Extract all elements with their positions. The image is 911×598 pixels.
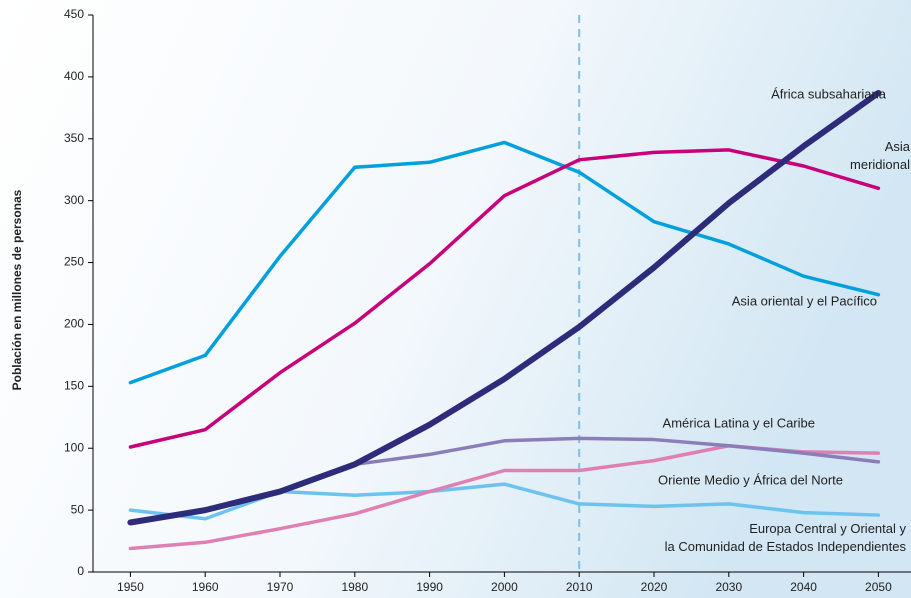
- y-tick-label: 350: [64, 131, 84, 145]
- x-tick-label: 2040: [790, 580, 817, 594]
- y-tick-label: 50: [71, 502, 85, 516]
- series-label-line: Asia: [885, 139, 911, 154]
- series-label-line: la Comunidad de Estados Independientes: [665, 539, 907, 554]
- series-label: África subsahariana: [771, 86, 887, 101]
- y-tick-label: 0: [77, 564, 84, 578]
- series-label-line: meridional: [850, 157, 910, 172]
- x-tick-label: 1970: [267, 580, 294, 594]
- y-tick-label: 400: [64, 69, 84, 83]
- x-tick-label: 2030: [715, 580, 742, 594]
- y-tick-label: 300: [64, 193, 84, 207]
- series-label: Europa Central y Oriental y la Comunidad …: [665, 521, 907, 554]
- x-tick-label: 1960: [192, 580, 219, 594]
- x-tick-label: 2000: [491, 580, 518, 594]
- series-label: Asia oriental y el Pacífico: [732, 293, 877, 308]
- series-line: [128, 140, 881, 385]
- series-line: [128, 148, 881, 449]
- x-tick-label: 2050: [865, 580, 892, 594]
- x-tick-label: 2010: [566, 580, 593, 594]
- series-label: Asia meridional: [850, 139, 911, 172]
- x-tick-label: 1990: [416, 580, 443, 594]
- y-tick-label: 450: [64, 7, 84, 21]
- y-tick-label: 150: [64, 379, 84, 393]
- series-label: América Latina y el Caribe: [663, 415, 815, 430]
- x-tick-label: 2020: [641, 580, 668, 594]
- series-line: [127, 89, 882, 526]
- y-tick-label: 250: [64, 255, 84, 269]
- series-label: Oriente Medio y África del Norte: [658, 472, 843, 487]
- y-axis-label: Población en millones de personas: [10, 189, 24, 390]
- y-tick-label: 100: [64, 440, 84, 454]
- x-tick-label: 1980: [341, 580, 368, 594]
- x-tick-label: 1950: [117, 580, 144, 594]
- y-tick-label: 200: [64, 317, 84, 331]
- series-label-line: Europa Central y Oriental y: [749, 521, 906, 536]
